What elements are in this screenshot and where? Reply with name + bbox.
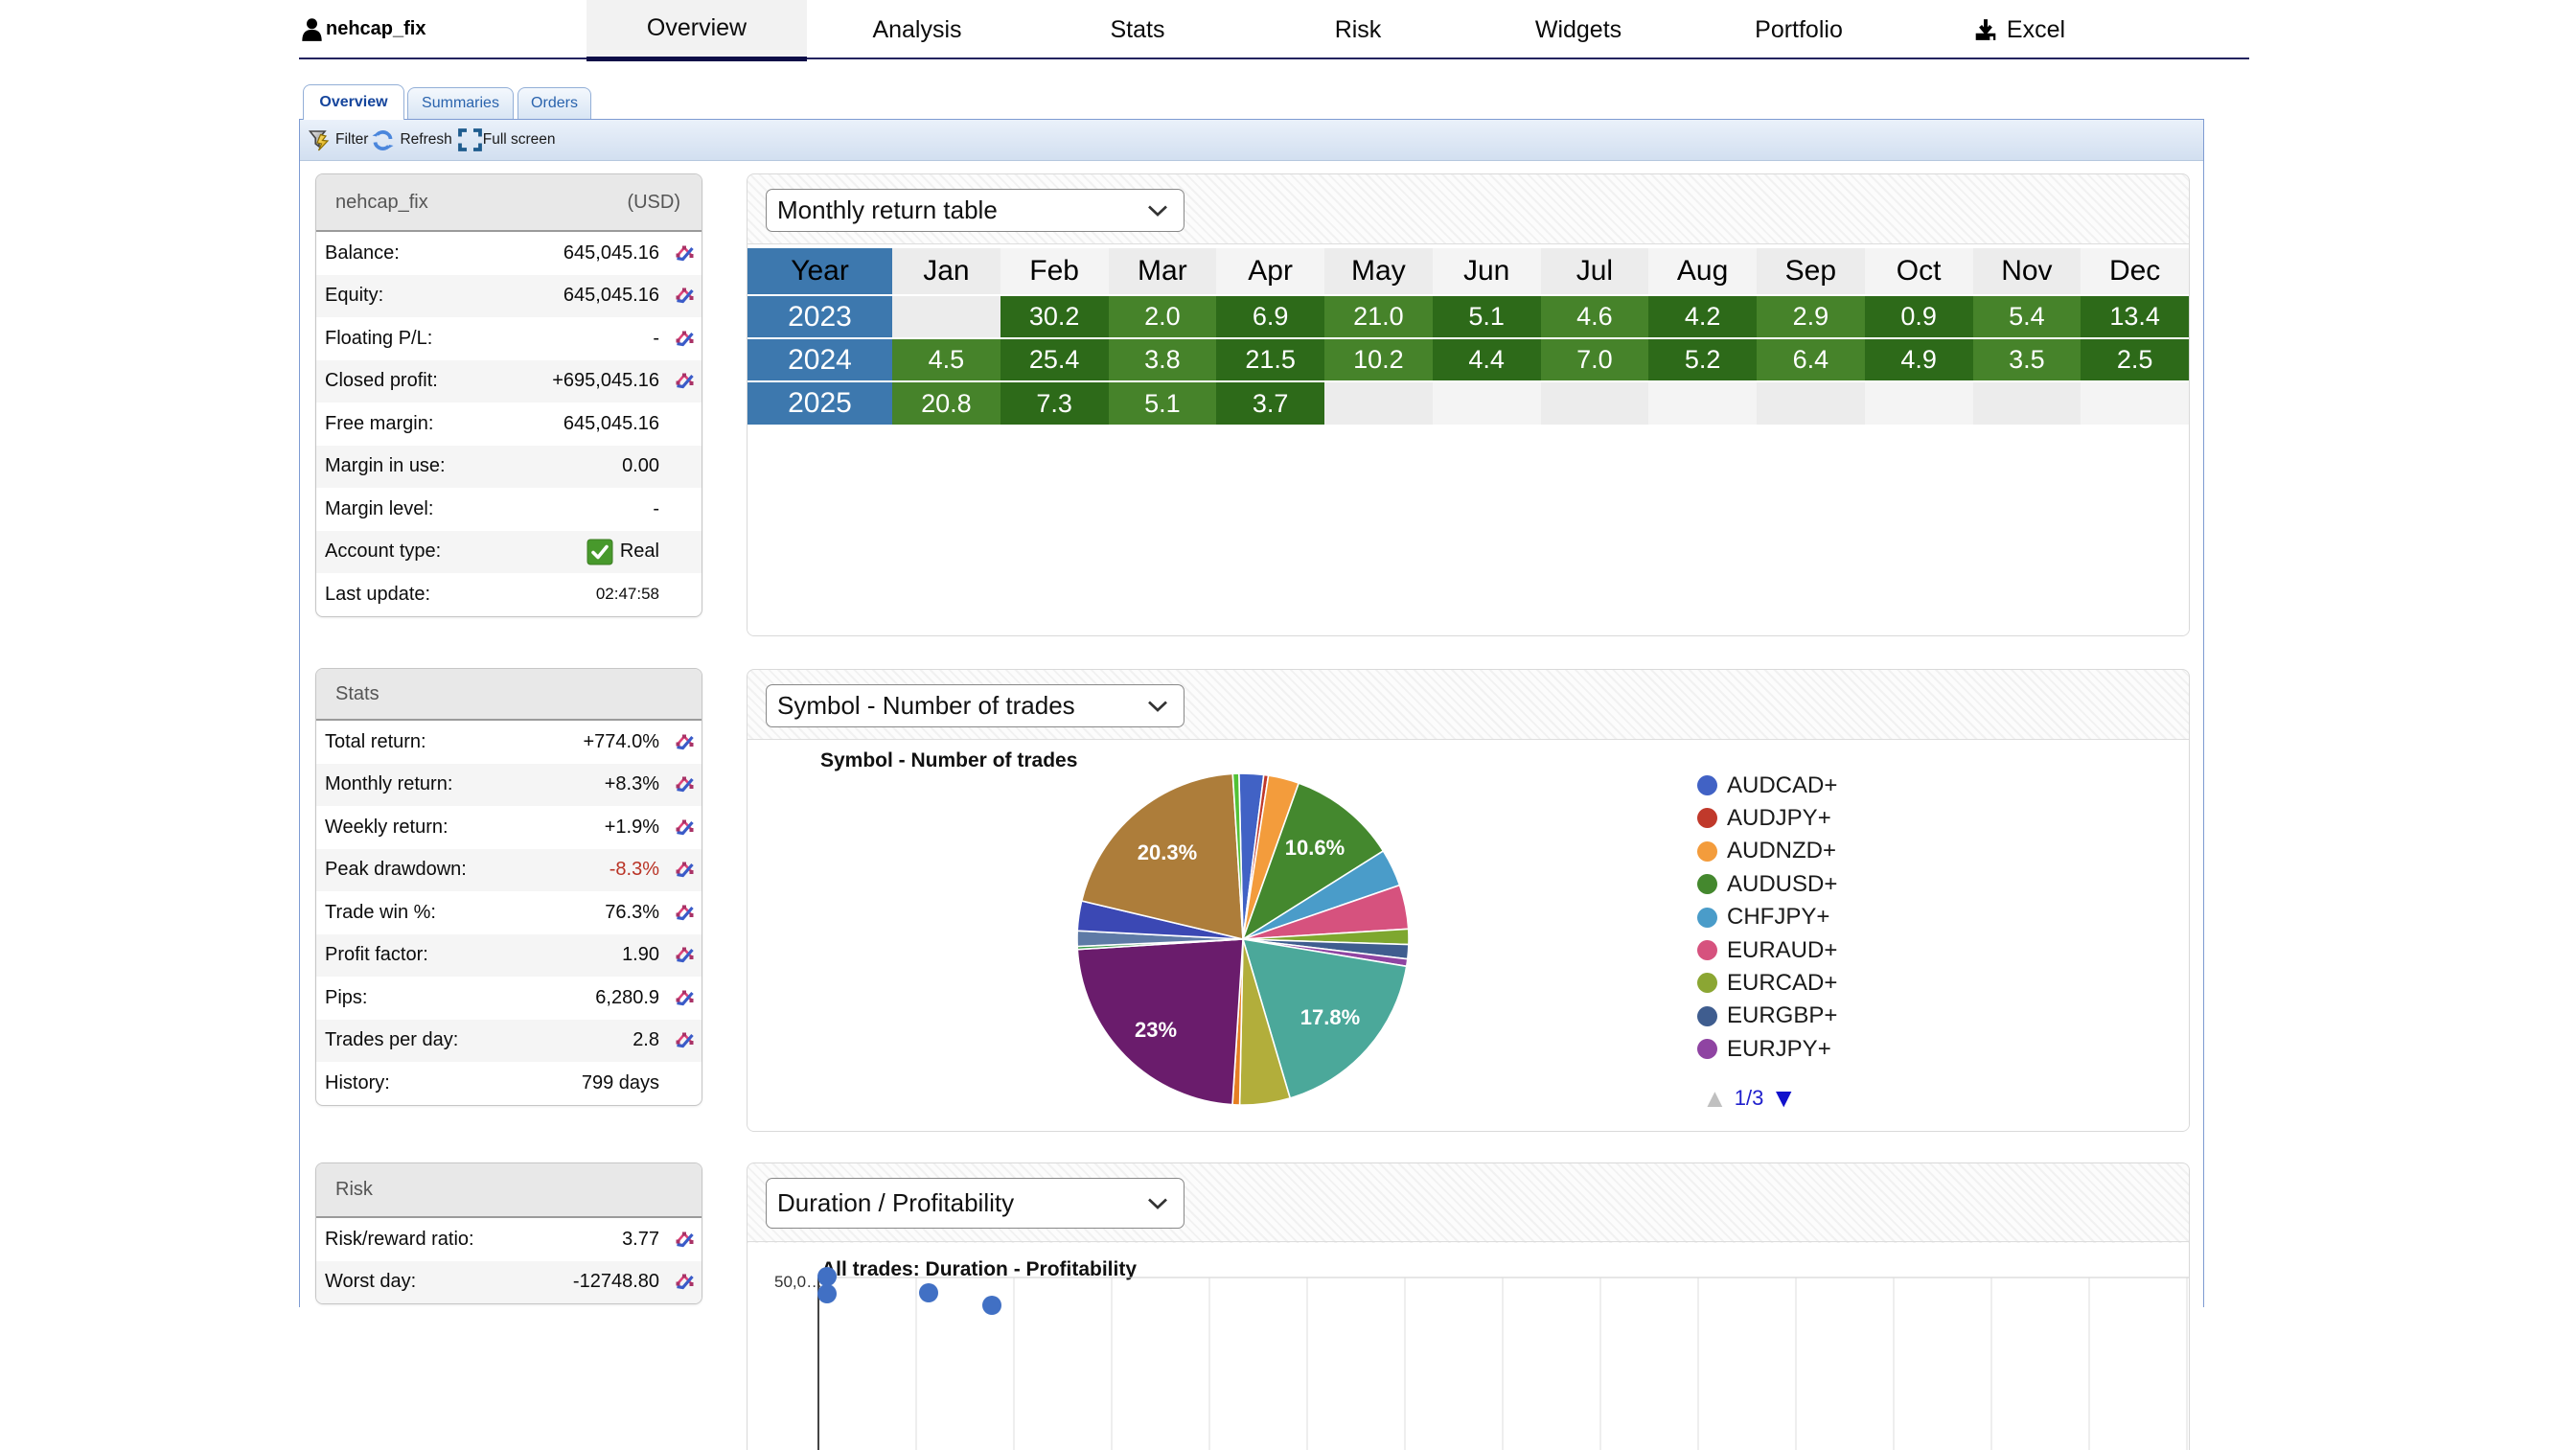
svg-text:23%: 23%: [1135, 1018, 1177, 1042]
svg-text:10.6%: 10.6%: [1285, 836, 1345, 860]
svg-text:17.8%: 17.8%: [1300, 1005, 1360, 1029]
svg-text:20.3%: 20.3%: [1138, 840, 1197, 864]
